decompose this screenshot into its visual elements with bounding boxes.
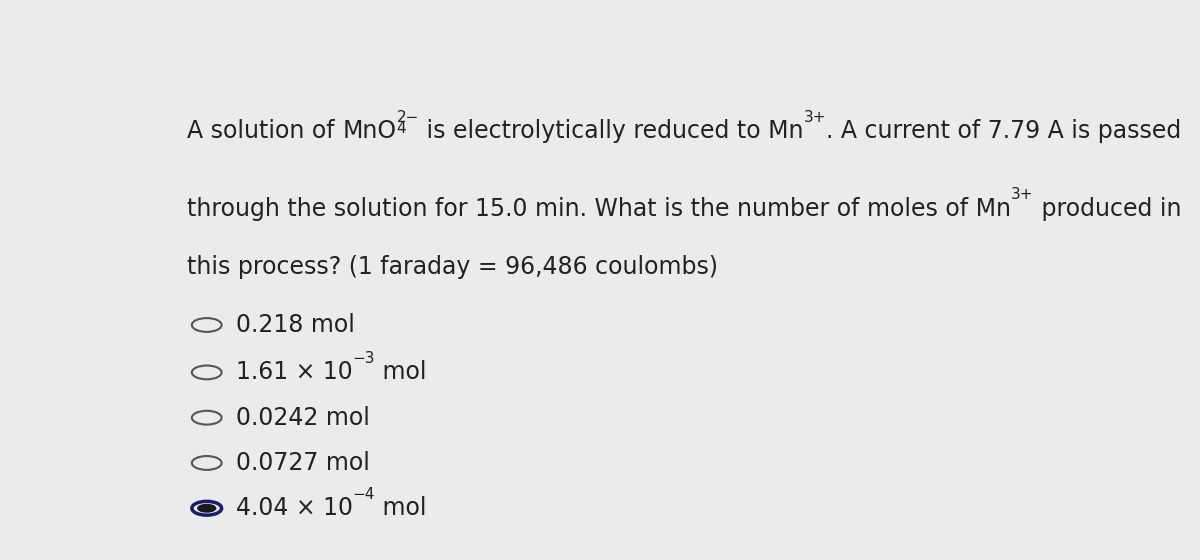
Text: . A current of 7.79 A is passed: . A current of 7.79 A is passed [826, 119, 1181, 143]
Text: −4: −4 [353, 487, 374, 502]
Circle shape [197, 504, 216, 513]
Text: 2−: 2− [396, 110, 419, 125]
Text: 4.04 × 10: 4.04 × 10 [235, 496, 353, 520]
Text: is electrolytically reduced to Mn: is electrolytically reduced to Mn [419, 119, 803, 143]
Text: −3: −3 [353, 351, 374, 366]
Text: 0.0727 mol: 0.0727 mol [235, 451, 370, 475]
Text: produced in: produced in [1033, 197, 1181, 221]
Text: 4: 4 [396, 121, 406, 136]
Text: mol: mol [374, 361, 426, 384]
Text: 0.218 mol: 0.218 mol [235, 313, 354, 337]
Text: 0.0242 mol: 0.0242 mol [235, 405, 370, 430]
Text: MnO: MnO [342, 119, 396, 143]
Text: mol: mol [374, 496, 426, 520]
Text: through the solution for 15.0 min. What is the number of moles of Mn: through the solution for 15.0 min. What … [187, 197, 1012, 221]
Text: 1.61 × 10: 1.61 × 10 [235, 361, 353, 384]
Text: 3+: 3+ [803, 110, 826, 125]
Text: this process? (1 faraday = 96,486 coulombs): this process? (1 faraday = 96,486 coulom… [187, 255, 718, 279]
Text: 3+: 3+ [1012, 188, 1033, 202]
Text: A solution of: A solution of [187, 119, 342, 143]
